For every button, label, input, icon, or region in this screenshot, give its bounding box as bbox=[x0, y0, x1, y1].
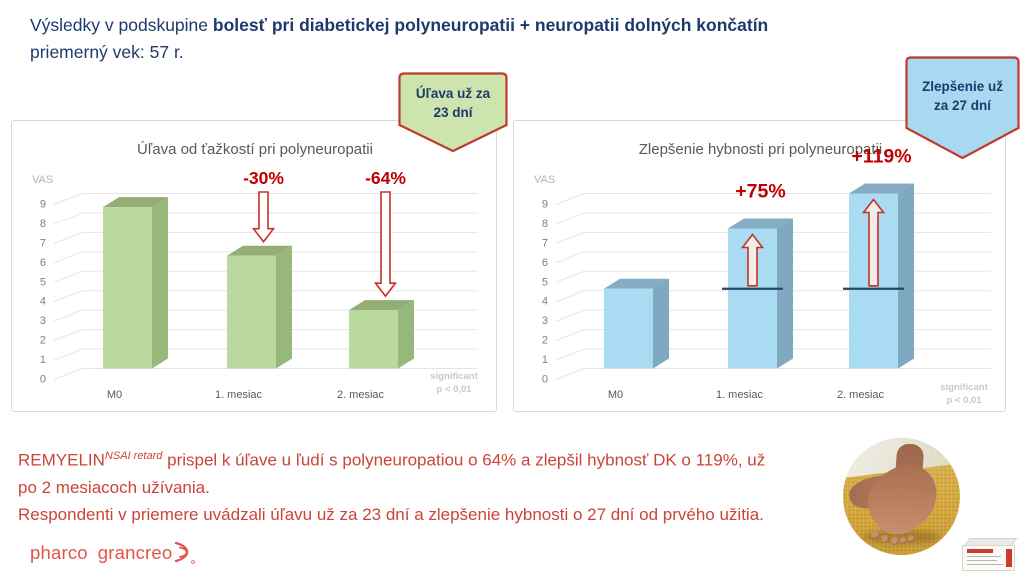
svg-text:Zlepšenie hybnosti pri polyneu: Zlepšenie hybnosti pri polyneuropatii bbox=[639, 141, 882, 158]
toe-shape bbox=[900, 537, 907, 544]
svg-text:9: 9 bbox=[542, 199, 548, 211]
feet-photo bbox=[843, 438, 960, 555]
grancreo-logo: grancreo bbox=[97, 542, 173, 563]
svg-text:0: 0 bbox=[542, 374, 548, 386]
svg-text:2. mesiac: 2. mesiac bbox=[337, 389, 385, 401]
box-brand-stripe bbox=[967, 549, 993, 553]
svg-text:p < 0,01: p < 0,01 bbox=[946, 395, 982, 406]
svg-text:Úľava od ťažkostí pri polyneur: Úľava od ťažkostí pri polyneuropatii bbox=[137, 141, 373, 158]
svg-text:6: 6 bbox=[542, 257, 548, 269]
relief-callout-badge: Úľava už za 23 dní bbox=[398, 72, 508, 154]
box-accent-stripe bbox=[1006, 549, 1012, 567]
svg-text:8: 8 bbox=[542, 218, 548, 230]
svg-text:2: 2 bbox=[542, 335, 548, 347]
relief-chart-panel: 0 1 2 3 4 5 6 7 8 9 VAS Úľava od ťažkostí pri polyn… bbox=[11, 120, 497, 412]
mobility-callout-badge: Zlepšenie už za 27 dní bbox=[905, 56, 1020, 160]
logo-swoosh-icon bbox=[175, 541, 196, 564]
svg-text:1. mesiac: 1. mesiac bbox=[716, 389, 764, 401]
header-line1-normal: Výsledky v podskupine bbox=[30, 15, 213, 35]
svg-text:M0: M0 bbox=[107, 389, 122, 401]
box-text-line bbox=[967, 556, 1001, 557]
svg-text:significant: significant bbox=[940, 382, 988, 393]
box-front-face bbox=[962, 545, 1015, 571]
svg-text:3: 3 bbox=[542, 315, 548, 327]
svg-text:p < 0,01: p < 0,01 bbox=[436, 384, 472, 395]
callout-banner-shape bbox=[398, 72, 508, 153]
mobility-callout-text: Zlepšenie už za 27 dní bbox=[905, 56, 1020, 115]
svg-text:2: 2 bbox=[40, 335, 46, 347]
footer-line3: Respondenti v priemere uvádzali úľavu už… bbox=[18, 504, 764, 524]
svg-text:VAS: VAS bbox=[32, 174, 53, 186]
callout-banner-shape bbox=[905, 56, 1020, 160]
box-text-line bbox=[967, 560, 997, 561]
svg-text:1: 1 bbox=[542, 354, 548, 366]
toe-shape bbox=[881, 535, 889, 543]
svg-text:M0: M0 bbox=[608, 389, 623, 401]
svg-text:7: 7 bbox=[542, 237, 548, 249]
brand-name: REMYELIN bbox=[18, 450, 105, 470]
mobility-callout-line1: Zlepšenie už bbox=[921, 79, 1004, 94]
svg-text:8: 8 bbox=[40, 218, 46, 230]
svg-text:7: 7 bbox=[40, 237, 46, 249]
svg-text:VAS: VAS bbox=[534, 174, 555, 186]
header-line2: priemerný vek: 57 r. bbox=[30, 42, 184, 62]
relief-callout-line1: Úľava už za bbox=[415, 86, 491, 101]
toe-shape bbox=[871, 530, 880, 539]
mobility-chart-panel: 0 1 2 3 4 5 6 7 8 9 VAS Zlepšenie hybnosti pri poly… bbox=[513, 120, 1006, 412]
svg-text:1. mesiac: 1. mesiac bbox=[215, 389, 263, 401]
svg-text:+119%: +119% bbox=[851, 146, 911, 168]
box-top-face bbox=[964, 538, 1018, 545]
svg-text:4: 4 bbox=[40, 296, 46, 308]
footer-line1-rest: prispel k úľave u ľudí s polyneuropatiou… bbox=[162, 450, 766, 470]
brand-superscript: NSAI retard bbox=[104, 450, 163, 462]
toe-shape bbox=[908, 535, 915, 542]
footer-line1: REMYELINNSAI retard prispel k úľave u ľu… bbox=[18, 443, 765, 474]
svg-text:0: 0 bbox=[40, 374, 46, 386]
svg-text:2. mesiac: 2. mesiac bbox=[837, 389, 885, 401]
svg-text:1: 1 bbox=[40, 354, 46, 366]
header-line1: Výsledky v podskupine bolesť pri diabeti… bbox=[30, 12, 768, 39]
pharco-logo: pharco bbox=[30, 542, 88, 563]
svg-text:significant: significant bbox=[430, 371, 478, 382]
svg-text:6: 6 bbox=[40, 257, 46, 269]
svg-text:5: 5 bbox=[40, 276, 46, 288]
svg-text:5: 5 bbox=[542, 276, 548, 288]
relief-callout-line2: 23 dní bbox=[433, 105, 473, 120]
page-title: Výsledky v podskupine bolesť pri diabeti… bbox=[30, 12, 768, 66]
mobility-bar-chart: 0 1 2 3 4 5 6 7 8 9 VAS Zlepšenie hybnosti pri poly… bbox=[534, 141, 991, 406]
relief-callout-text: Úľava už za 23 dní bbox=[398, 72, 508, 122]
footer-summary-text: REMYELINNSAI retard prispel k úľave u ľu… bbox=[18, 443, 765, 528]
footer-line2: po 2 mesiacoch užívania. bbox=[18, 477, 210, 497]
box-text-line bbox=[967, 564, 1003, 565]
toe-shape bbox=[891, 537, 899, 545]
mobility-callout-line2: za 27 dní bbox=[933, 98, 992, 113]
svg-text:9: 9 bbox=[40, 199, 46, 211]
company-logos: pharco grancreo bbox=[30, 540, 200, 566]
svg-text:-64%: -64% bbox=[365, 168, 406, 188]
relief-bar-chart: 0 1 2 3 4 5 6 7 8 9 VAS Úľava od ťažkostí pri polyn… bbox=[32, 141, 479, 401]
svg-text:3: 3 bbox=[40, 315, 46, 327]
svg-text:+75%: +75% bbox=[735, 181, 785, 203]
header-line1-bold: bolesť pri diabetickej polyneuropatii + … bbox=[212, 15, 769, 35]
svg-text:-30%: -30% bbox=[243, 168, 284, 188]
product-box-image bbox=[962, 538, 1018, 572]
svg-text:4: 4 bbox=[542, 296, 548, 308]
